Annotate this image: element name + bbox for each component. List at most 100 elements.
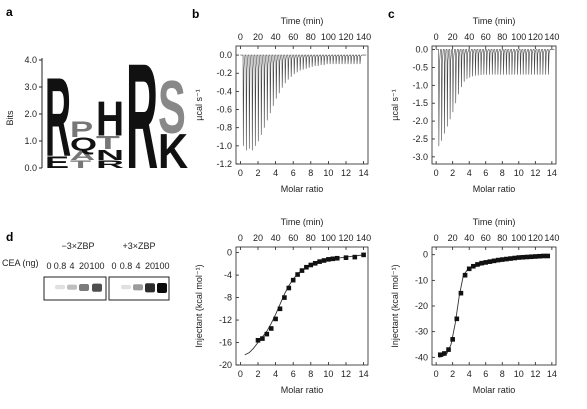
thermogram-trace <box>436 49 555 147</box>
y-tick-label: -0.5 <box>412 62 428 72</box>
data-point <box>304 264 309 270</box>
logo-letter: Q <box>70 134 97 155</box>
panel-d: d −3×ZBP +3×ZBP CEA (ng) 0 00.8 0.84 420 201… <box>2 230 170 301</box>
logo-letter: R <box>45 54 71 181</box>
top-axis-title: Time (min) <box>473 16 516 26</box>
data-point <box>520 254 526 260</box>
panel-d-label: d <box>6 230 13 244</box>
y-tick-label: 0 <box>423 250 428 260</box>
top-tick-label: 80 <box>497 32 507 42</box>
data-point <box>308 262 314 268</box>
gel-band <box>121 284 131 290</box>
x-tick-label: 6 <box>291 369 296 379</box>
x-tick-label: 6 <box>483 168 488 178</box>
top-axis-title: Time (min) <box>281 217 324 227</box>
top-tick-label: 20 <box>448 32 458 42</box>
data-point <box>545 253 551 259</box>
x-tick-label: 8 <box>308 168 313 178</box>
gel-lane-label: 20 <box>145 261 155 271</box>
gel-lane-label: 0.8 <box>120 261 133 271</box>
data-point <box>299 268 305 273</box>
gel-band <box>67 284 77 290</box>
top-tick-label: 40 <box>464 32 474 42</box>
gel-band <box>79 284 89 291</box>
data-point <box>343 255 349 260</box>
top-tick-label: 140 <box>544 233 559 243</box>
y-axis-title: Injectant (kcal mol⁻¹) <box>194 264 204 347</box>
logo-letter: E <box>45 152 69 171</box>
top-tick-label: 100 <box>511 233 526 243</box>
gel-lane-label: 100 <box>89 261 104 271</box>
chart-b-top: b Time (min) 0 20 40 60 80 100 120 140 0 2 4 6 8 10 12 14… <box>192 7 371 194</box>
data-point <box>437 352 443 358</box>
top-tick-label: 0 <box>238 32 243 42</box>
data-point <box>264 331 270 337</box>
x-tick-label: 4 <box>467 168 472 178</box>
data-point <box>541 253 546 259</box>
x-tick-label: 4 <box>467 369 472 379</box>
gel-lane-label: 4 <box>135 261 140 271</box>
top-tick-label: 40 <box>464 233 474 243</box>
data-point <box>290 277 296 283</box>
data-point <box>491 258 497 264</box>
y-axis-title: µcal s⁻¹ <box>194 89 204 120</box>
logo-y-tick-label: 4.0 <box>24 55 37 65</box>
data-point <box>334 255 340 261</box>
x-tick-label: 2 <box>255 369 260 379</box>
plot-frame <box>431 45 557 165</box>
panel-a-label: a <box>6 5 13 19</box>
data-point <box>277 306 283 312</box>
logo-y-axis-label: Bits <box>5 110 15 126</box>
gel-band <box>133 284 143 291</box>
plot-frame <box>431 246 557 366</box>
data-point <box>361 252 366 258</box>
x-tick-label: 12 <box>530 168 540 178</box>
logo-letter: R <box>96 158 125 171</box>
x-tick-label: 8 <box>500 168 505 178</box>
x-tick-label: 6 <box>483 369 488 379</box>
data-point <box>330 256 336 262</box>
data-point <box>471 263 476 269</box>
y-tick-label: -40 <box>415 352 428 362</box>
data-point <box>466 266 472 272</box>
y-tick-label: -12 <box>219 315 232 325</box>
data-point <box>454 316 460 322</box>
data-point <box>450 337 455 342</box>
gel-lane-label: 20 <box>79 261 89 271</box>
x-tick-label: 8 <box>500 369 505 379</box>
data-point <box>255 337 261 343</box>
x-tick-label: 8 <box>308 369 313 379</box>
x-tick-label: 12 <box>341 369 351 379</box>
y-tick-label: -0.2 <box>216 68 232 78</box>
y-tick-label: -30 <box>415 327 428 337</box>
logo-letter: N <box>96 147 124 164</box>
data-point <box>508 256 513 261</box>
x-axis-title: Molar ratio <box>281 385 324 395</box>
data-point <box>537 253 542 259</box>
data-point <box>479 260 484 266</box>
top-axis-title: Time (min) <box>473 217 516 227</box>
top-tick-label: 140 <box>544 32 559 42</box>
data-point <box>317 259 322 264</box>
data-point <box>273 316 278 322</box>
top-tick-label: 40 <box>271 32 281 42</box>
y-tick-label: -20 <box>415 301 428 311</box>
data-point <box>533 254 538 259</box>
data-point <box>321 258 327 263</box>
y-tick-label: -1.2 <box>216 159 232 169</box>
x-tick-label: 4 <box>273 168 278 178</box>
x-axis-title: Molar ratio <box>473 184 516 194</box>
data-point <box>499 257 505 262</box>
top-tick-label: 80 <box>306 32 316 42</box>
gel-band <box>55 284 65 290</box>
data-point <box>528 254 534 260</box>
logo-y-tick-label: 2.0 <box>24 109 37 119</box>
top-axis-title: Time (min) <box>281 16 324 26</box>
top-tick-label: 140 <box>356 233 371 243</box>
data-point <box>458 290 464 296</box>
data-point <box>268 326 274 331</box>
x-tick-label: 14 <box>359 369 369 379</box>
logo-y-tick-label: 0.0 <box>24 163 37 173</box>
top-tick-label: 140 <box>356 32 371 42</box>
